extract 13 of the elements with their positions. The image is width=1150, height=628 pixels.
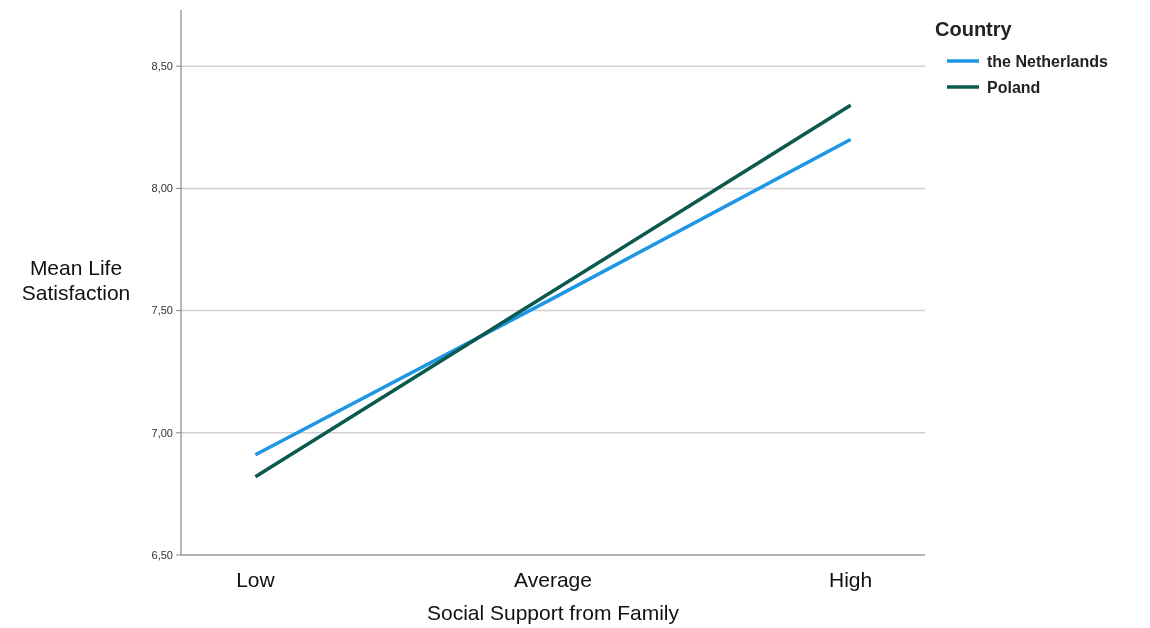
x-tick-label: Low xyxy=(236,568,276,591)
legend-label: Poland xyxy=(987,78,1041,96)
y-tick-label: 6,50 xyxy=(151,548,173,561)
y-axis-title: Mean Life Satisfaction xyxy=(21,255,131,305)
y-tick-label: 7,00 xyxy=(151,426,173,439)
legend-title: Country xyxy=(935,18,1013,40)
legend-label: the Netherlands xyxy=(987,52,1109,70)
x-axis-title: Social Support from Family xyxy=(426,601,680,624)
y-tick-label: 7,50 xyxy=(151,304,173,317)
x-tick-label: Average xyxy=(514,568,592,591)
x-tick-label: High xyxy=(829,568,873,591)
y-tick-label: 8,50 xyxy=(151,60,173,73)
y-tick-label: 8,00 xyxy=(151,182,173,195)
